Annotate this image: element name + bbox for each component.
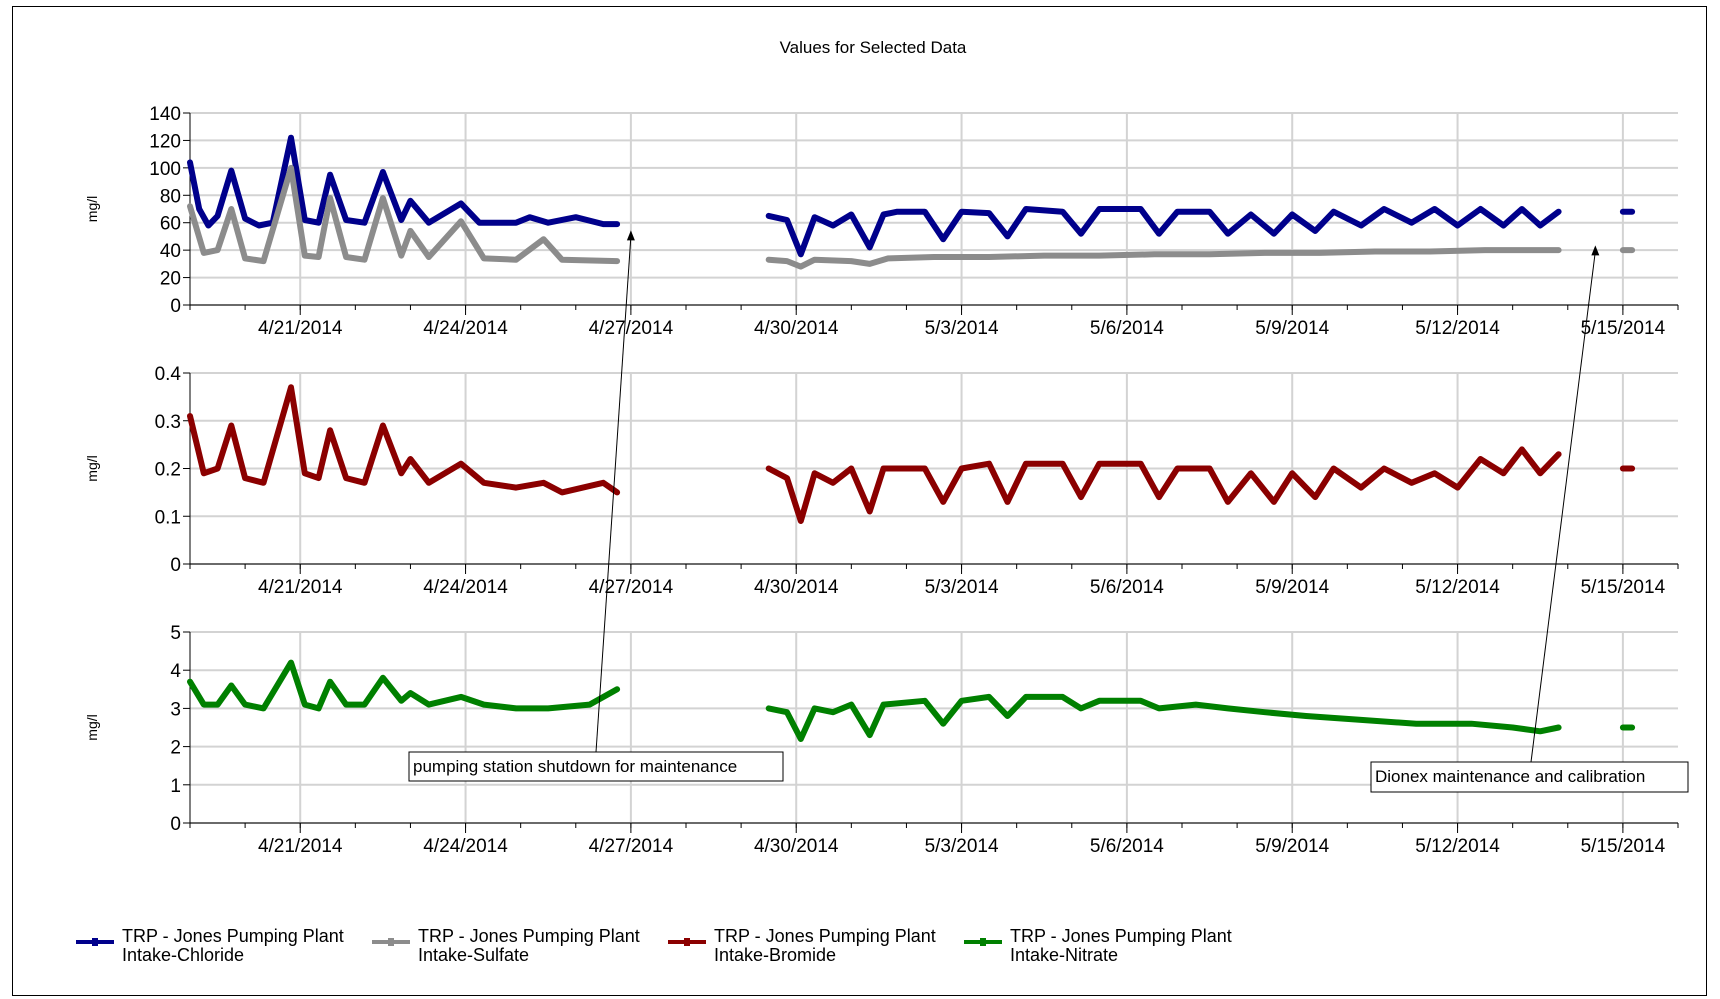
y-axis-label: mg/l <box>84 196 100 222</box>
y-tick-label: 3 <box>170 699 181 720</box>
y-tick-label: 0.4 <box>155 364 182 385</box>
annotation-leader-line <box>595 236 632 753</box>
series-line-nitrate <box>187 659 621 712</box>
series-line-chloride <box>187 134 621 229</box>
y-tick-label: 0.1 <box>155 507 181 528</box>
series-line-nitrate <box>765 693 1562 742</box>
series-line-bromide <box>187 384 621 496</box>
annotation-box <box>408 751 784 782</box>
x-tick-label: 5/6/2014 <box>1090 836 1164 857</box>
legend-swatch-chloride <box>76 938 114 946</box>
annotation-arrowhead <box>1591 245 1600 256</box>
y-tick-label: 1 <box>170 776 181 797</box>
series-line-sulfate <box>187 164 621 265</box>
x-tick-label: 4/27/2014 <box>589 318 674 339</box>
y-tick-label: 0 <box>170 296 181 317</box>
y-tick-label: 0 <box>170 814 181 835</box>
legend-item-bromide: TRP - Jones Pumping Plant Intake-Bromide <box>668 927 964 965</box>
legend-label-line1: TRP - Jones Pumping Plant <box>418 926 640 946</box>
legend-label-line2: Intake-Bromide <box>714 945 837 965</box>
x-tick-label: 5/12/2014 <box>1415 836 1500 857</box>
y-tick-label: 4 <box>170 661 181 682</box>
x-tick-label: 4/21/2014 <box>258 577 343 598</box>
series-chloride <box>187 134 1636 258</box>
y-tick-label: 40 <box>160 241 181 262</box>
x-tick-label: 4/30/2014 <box>754 318 839 339</box>
x-tick-label: 5/12/2014 <box>1415 318 1500 339</box>
y-tick-label: 20 <box>160 269 181 290</box>
panel-bottom: 0 1 2 3 4 5 4/21/2014 4/24/2014 4/27/2014 4/30/20… <box>84 623 1679 857</box>
legend-swatch-nitrate <box>964 938 1002 946</box>
series-bromide <box>187 384 1636 524</box>
annotation-text: Dionex maintenance and calibration <box>1375 767 1645 786</box>
x-tick-label: 4/30/2014 <box>754 836 839 857</box>
x-tick-label: 5/9/2014 <box>1255 577 1329 598</box>
x-tick-label: 5/3/2014 <box>925 577 999 598</box>
legend-item-nitrate: TRP - Jones Pumping Plant Intake-Nitrate <box>964 927 1260 965</box>
annotation-box <box>1370 761 1689 793</box>
y-tick-label: 60 <box>160 214 181 235</box>
series-line-bromide <box>765 446 1562 524</box>
annotation-2: Dionex maintenance and calibration <box>1370 245 1689 793</box>
chart-legend: TRP - Jones Pumping Plant Intake-Chlorid… <box>76 927 1260 965</box>
x-tick-label: 5/9/2014 <box>1255 318 1329 339</box>
annotation-text: pumping station shutdown for maintenance <box>413 757 737 776</box>
x-tick-label: 5/3/2014 <box>925 836 999 857</box>
series-sulfate <box>187 164 1636 270</box>
y-tick-label: 100 <box>149 159 181 180</box>
y-tick-label: 0.2 <box>155 460 181 481</box>
legend-label-line1: TRP - Jones Pumping Plant <box>122 926 344 946</box>
x-tick-label: 5/15/2014 <box>1581 577 1666 598</box>
annotation-leader-line <box>1530 251 1596 763</box>
x-tick-label: 5/9/2014 <box>1255 836 1329 857</box>
x-tick-label: 5/15/2014 <box>1581 836 1666 857</box>
y-tick-label: 80 <box>160 186 181 207</box>
chart-annotations: pumping station shutdown for maintenance… <box>408 230 1689 793</box>
x-tick-label: 4/24/2014 <box>423 836 508 857</box>
x-tick-label: 5/15/2014 <box>1581 318 1666 339</box>
series-nitrate <box>187 659 1636 742</box>
y-tick-label: 0.3 <box>155 412 181 433</box>
legend-label-line1: TRP - Jones Pumping Plant <box>1010 926 1232 946</box>
x-tick-label: 4/21/2014 <box>258 318 343 339</box>
x-tick-label: 4/24/2014 <box>423 318 508 339</box>
x-tick-label: 5/6/2014 <box>1090 577 1164 598</box>
y-axis-label: mg/l <box>84 455 100 481</box>
annotation-arrowhead <box>626 230 635 241</box>
legend-label-line2: Intake-Chloride <box>122 945 245 965</box>
legend-label-line1: TRP - Jones Pumping Plant <box>714 926 936 946</box>
y-tick-label: 2 <box>170 738 181 759</box>
y-tick-label: 5 <box>170 623 181 644</box>
y-tick-label: 0 <box>170 555 181 576</box>
x-tick-label: 4/24/2014 <box>423 577 508 598</box>
annotation-1: pumping station shutdown for maintenance <box>408 230 784 782</box>
x-tick-label: 4/30/2014 <box>754 577 839 598</box>
x-tick-label: 5/6/2014 <box>1090 318 1164 339</box>
series-line-chloride <box>765 206 1562 258</box>
y-axis-label: mg/l <box>84 714 100 740</box>
series-line-sulfate <box>765 247 1562 270</box>
legend-label-line2: Intake-Sulfate <box>418 945 530 965</box>
legend-item-sulfate: TRP - Jones Pumping Plant Intake-Sulfate <box>372 927 668 965</box>
legend-swatch-bromide <box>668 938 706 946</box>
panel-middle: 0 0.1 0.2 0.3 0.4 4/21/2014 4/24/2014 4/27/2014… <box>84 364 1679 598</box>
y-tick-label: 120 <box>149 131 181 152</box>
x-tick-label: 4/27/2014 <box>589 577 674 598</box>
x-tick-label: 4/21/2014 <box>258 836 343 857</box>
legend-label-line2: Intake-Nitrate <box>1010 945 1119 965</box>
panel-top: 0 20 40 60 80 100 120 140 4/21/2014 4/24/2014 4/27… <box>84 104 1679 339</box>
y-tick-label: 140 <box>149 104 181 125</box>
chart-title: Values for Selected Data <box>780 38 967 57</box>
legend-swatch-sulfate <box>372 938 410 946</box>
x-tick-label: 5/12/2014 <box>1415 577 1500 598</box>
legend-item-chloride: TRP - Jones Pumping Plant Intake-Chlorid… <box>76 927 372 965</box>
x-tick-label: 4/27/2014 <box>589 836 674 857</box>
x-tick-label: 5/3/2014 <box>925 318 999 339</box>
